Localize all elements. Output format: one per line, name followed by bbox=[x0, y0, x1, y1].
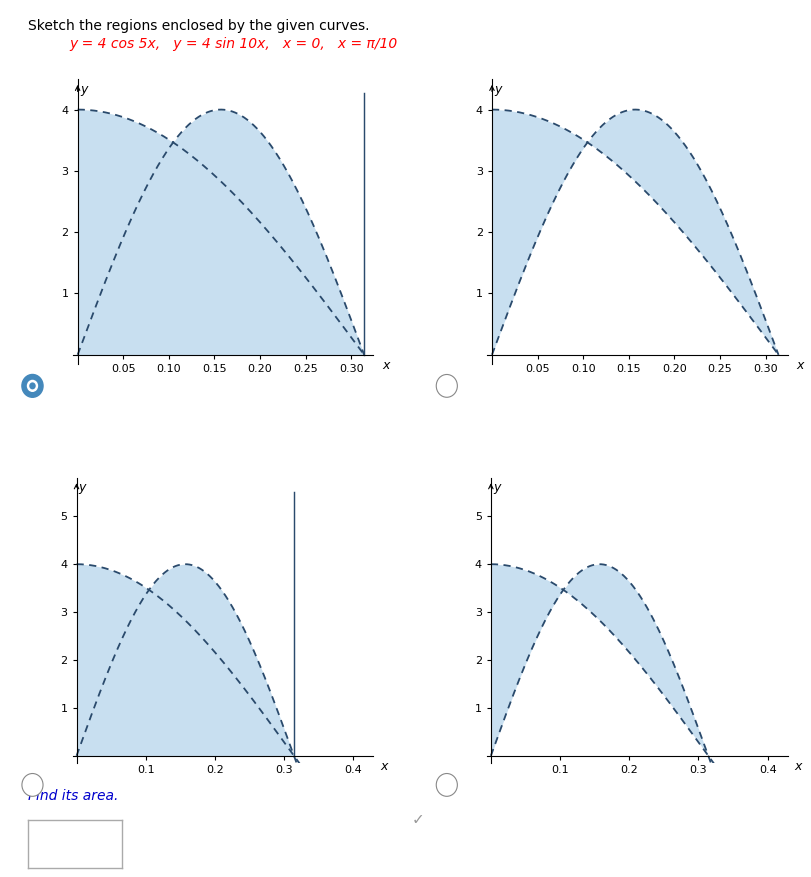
Text: y: y bbox=[492, 481, 500, 494]
Text: y: y bbox=[80, 82, 88, 96]
Text: x: x bbox=[382, 360, 389, 373]
Text: Sketch the regions enclosed by the given curves.: Sketch the regions enclosed by the given… bbox=[28, 19, 370, 33]
Text: ✓: ✓ bbox=[411, 812, 424, 828]
Text: y: y bbox=[494, 82, 501, 96]
Text: Find its area.: Find its area. bbox=[28, 789, 118, 803]
Text: y: y bbox=[79, 481, 86, 494]
Text: y = 4 cos 5x,   y = 4 sin 10x,   x = 0,   x = π/10: y = 4 cos 5x, y = 4 sin 10x, x = 0, x = … bbox=[69, 37, 397, 51]
Text: x: x bbox=[794, 760, 801, 774]
Text: x: x bbox=[380, 760, 387, 774]
Text: x: x bbox=[796, 360, 803, 373]
